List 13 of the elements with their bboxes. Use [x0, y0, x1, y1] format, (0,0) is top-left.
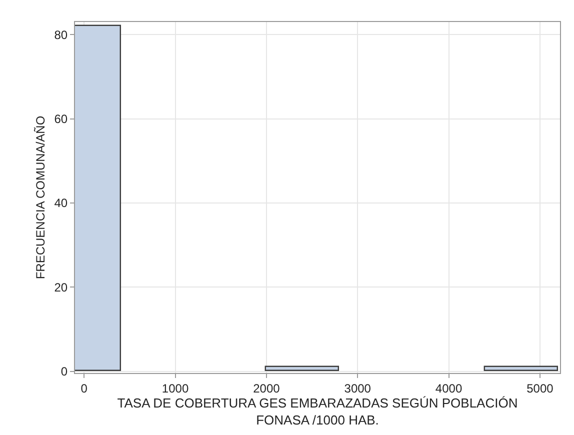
x-tick-label: 4000	[435, 381, 462, 396]
y-tick-label: 80	[54, 28, 68, 42]
x-axis-title: TASA DE COBERTURA GES EMBARAZADAS SEGÚN POBLACIÓN FONASA /1000 HAB.	[117, 395, 518, 428]
y-tick-label: 20	[54, 280, 68, 294]
x-tick-label: 0	[80, 381, 88, 396]
y-tick-label: 0	[60, 364, 68, 379]
x-tick-label: 1000	[162, 381, 189, 396]
x-tick-label: 2000	[253, 381, 280, 396]
y-tick-label: 40	[54, 196, 68, 210]
x-tick-label: 5000	[526, 381, 554, 396]
x-tick-label: 3000	[344, 381, 372, 396]
y-tick-label: 60	[54, 112, 68, 126]
y-axis-title: FRECUENCIA COMUNA/AÑO	[34, 116, 48, 280]
